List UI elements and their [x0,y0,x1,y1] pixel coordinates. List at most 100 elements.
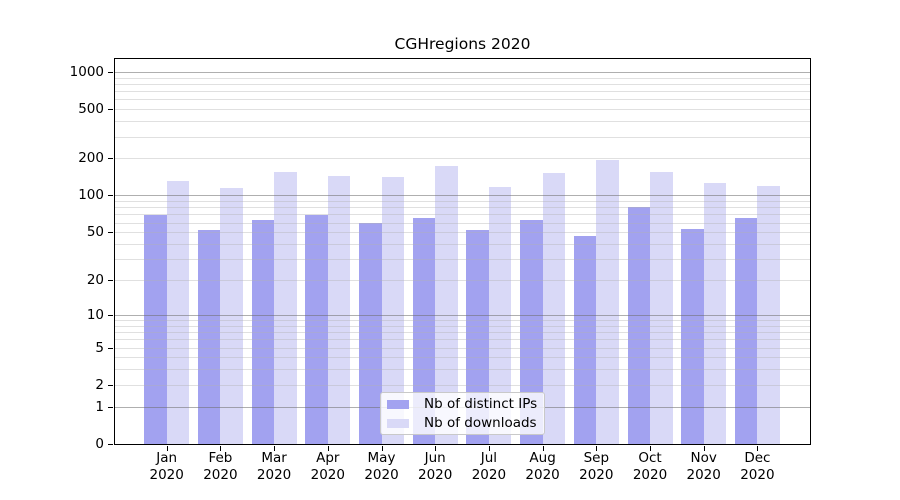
bar-distinct-ips [305,215,328,444]
x-tick-label-month: Jan [156,450,178,466]
bar-downloads [703,182,727,444]
x-tick-mark [274,446,276,451]
gridline-minor [115,158,810,160]
x-tick-label-month: Oct [638,450,662,466]
plot-area [115,59,810,444]
x-tick-mark [327,446,329,451]
x-tick-label: Oct 2020 [622,450,678,484]
y-tick-mark [108,71,113,73]
y-tick-label: 0 [95,436,104,452]
gridline-minor [115,384,810,386]
gridline-minor [115,222,810,224]
bar-downloads [542,172,566,444]
legend-swatch-downloads [387,418,409,428]
x-tick-label-year: 2020 [686,467,721,483]
gridline-minor [115,91,810,93]
gridline-minor [115,332,810,334]
x-tick-label-month: Dec [744,450,771,466]
gridline-major [115,195,810,197]
gridline-minor [115,320,810,321]
gridline-minor [115,244,810,245]
bar-downloads [381,177,404,444]
gridline-minor [115,232,810,234]
legend-swatch-distinct-ips [387,399,409,409]
y-tick-mark [108,406,113,408]
y-tick-mark [108,280,113,282]
bar-downloads [435,165,458,444]
gridline-minor [115,121,810,123]
x-tick-label-year: 2020 [740,467,775,483]
x-tick-mark [650,446,651,451]
x-tick-label-month: Feb [208,450,233,466]
x-tick-label-year: 2020 [203,467,238,483]
gridline-minor [115,207,810,209]
y-tick-label: 500 [78,101,104,118]
gridline-minor [115,357,810,359]
y-tick-label: 20 [86,272,104,289]
x-tick-mark [220,446,222,451]
chart-title: CGHregions 2020 [394,35,531,53]
legend-label-distinct-ips: Nb of distinct IPs [424,396,538,412]
x-tick-label-year: 2020 [149,467,184,483]
bar-downloads [274,172,297,444]
y-tick-label: 200 [78,150,104,167]
gridline-minor [115,325,810,327]
x-tick-label-month: Mar [261,450,287,466]
x-tick-label-month: May [367,450,396,466]
gridline-minor [115,201,810,203]
bar-distinct-ips [197,230,221,444]
x-tick-label: Nov 2020 [676,450,732,484]
gridline-minor [115,280,810,282]
x-tick-mark [488,446,490,451]
x-tick-mark [166,446,168,451]
y-tick-mark [108,195,113,197]
bar-downloads [166,181,190,444]
y-tick-label: 5 [95,339,104,356]
y-tick-mark [108,314,113,316]
x-tick-mark [596,446,598,451]
legend-label-downloads: Nb of downloads [424,415,537,431]
x-tick-mark [435,446,437,451]
bar-distinct-ips [412,218,436,444]
legend-item-downloads: Nb of downloads [387,415,537,431]
gridline-minor [115,83,810,85]
x-tick-mark [757,446,759,451]
x-tick-label: Aug 2020 [515,450,571,484]
gridline-minor [115,109,810,111]
y-tick-label: 100 [78,187,104,204]
x-tick-mark [381,446,383,451]
y-tick-label: 50 [86,224,104,241]
gridline-minor [115,259,810,261]
x-tick-label-month: Jun [424,450,446,466]
x-tick-label: Apr 2020 [300,450,356,484]
gridline-minor [115,77,810,79]
x-tick-label-year: 2020 [256,467,292,483]
bar-distinct-ips [144,215,167,444]
bar-distinct-ips [466,230,489,444]
y-tick-label: 1000 [69,63,104,80]
bar-distinct-ips [359,222,382,444]
x-tick-label-year: 2020 [579,467,614,483]
legend-item-distinct-ips: Nb of distinct IPs [387,396,538,412]
y-tick-mark [108,347,113,349]
bar-distinct-ips [251,220,275,444]
gridline-minor [115,214,810,216]
bar-downloads [596,160,619,444]
x-tick-mark [703,446,705,451]
x-tick-label: Sep 2020 [568,450,624,484]
x-tick-label: Jan 2020 [139,450,195,484]
gridline-minor [115,136,810,138]
gridline-major [115,71,810,73]
gridline-minor [115,369,810,371]
y-tick-mark [108,384,113,386]
x-tick-label-month: Nov [690,450,717,466]
gridline-minor [115,339,810,341]
x-tick-label: Mar 2020 [246,450,302,484]
x-tick-label: May 2020 [354,450,410,484]
bar-distinct-ips [573,235,597,444]
y-tick-mark [108,109,113,111]
y-tick-mark [108,444,113,445]
bar-downloads [220,188,243,444]
y-tick-mark [108,232,113,234]
